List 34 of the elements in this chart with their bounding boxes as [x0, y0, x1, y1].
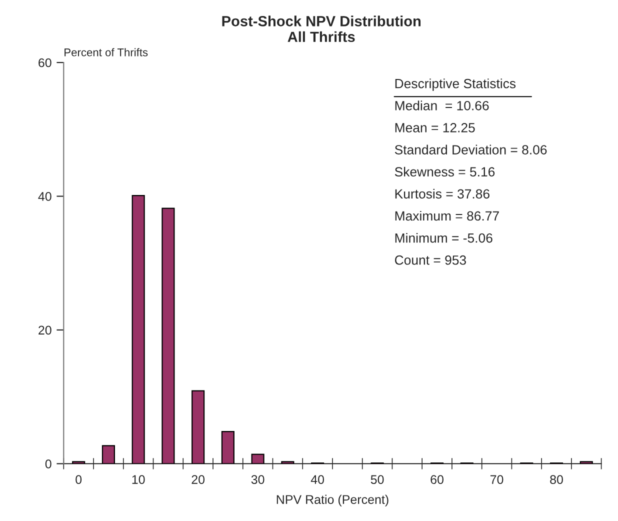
y-axis-title: Percent of Thrifts	[64, 48, 148, 56]
x-tick-label: 70	[490, 475, 504, 484]
annotation: Minimum = -5.06	[395, 233, 492, 243]
annotation: Maximum = 86.77	[395, 210, 499, 221]
x-tick-label: 60	[430, 475, 444, 484]
x-tick-label: 50	[370, 475, 384, 484]
bar	[192, 390, 205, 464]
y-tick-label: 20	[38, 326, 52, 335]
y-tick-label: 60	[38, 58, 52, 68]
y-tick-label: 0	[45, 459, 52, 468]
chart-title: Post-Shock NPV Distribution All Thrifts	[222, 16, 421, 42]
bar	[102, 445, 115, 464]
bar	[251, 454, 264, 464]
annotation: Mean = 12.25	[395, 123, 475, 132]
annotation: Median = 10.66	[395, 100, 489, 110]
x-tick-label: 40	[310, 475, 324, 484]
bar	[72, 461, 86, 464]
annotation: Descriptive Statistics	[395, 78, 516, 91]
bar	[580, 461, 593, 464]
annotation: Skewness = 5.16	[394, 166, 495, 177]
annotation: Standard Deviation = 8.06	[394, 144, 547, 154]
x-tick-label: 20	[192, 475, 205, 484]
x-tick-label: 30	[251, 475, 264, 484]
bar	[162, 208, 175, 464]
bar	[132, 195, 145, 464]
x-axis-title: NPV Ratio (Percent)	[276, 494, 388, 506]
x-tick-label: 0	[76, 475, 82, 484]
y-tick-label: 40	[38, 192, 52, 201]
annotation: Kurtosis = 37.86	[395, 188, 490, 199]
x-tick-label: 80	[550, 475, 563, 484]
x-tick-label: 10	[132, 475, 145, 484]
annotation: Count = 953	[394, 255, 466, 265]
bar	[221, 431, 234, 464]
bar	[281, 461, 294, 464]
